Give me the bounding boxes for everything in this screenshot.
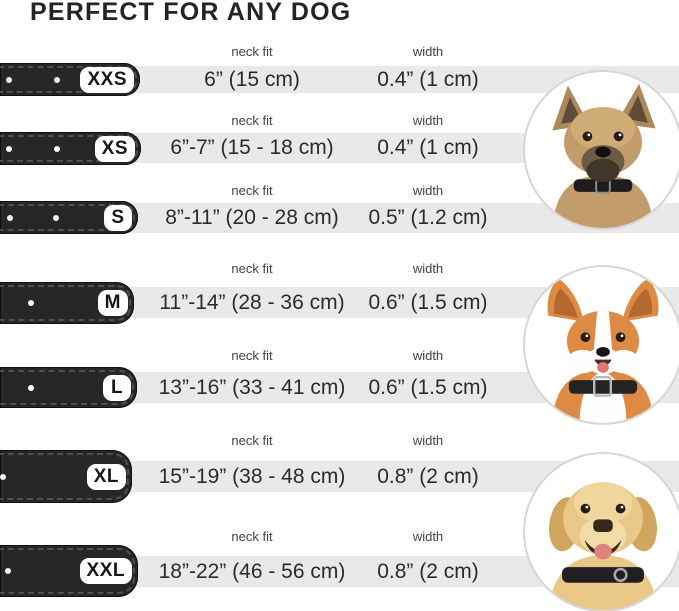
neck-fit-value: 8”-11” (20 - 28 cm) — [165, 206, 339, 229]
width-value: 0.8” (2 cm) — [377, 559, 479, 583]
collar-strap: XXS — [0, 63, 140, 96]
width-value: 0.6” (1.5 cm) — [368, 290, 488, 314]
width-value: 0.8” (2 cm) — [377, 464, 479, 488]
collar-hole — [0, 473, 6, 480]
size-badge: XXS — [80, 66, 134, 93]
collar-strap: XS — [0, 132, 141, 165]
width-column-label: width — [412, 433, 444, 448]
neck-fit-column-label: neck fit — [231, 44, 273, 59]
neck-fit-value: 15”-19” (38 - 48 cm) — [158, 464, 346, 488]
width-column-label: width — [412, 183, 444, 198]
neck-fit-value: 6” (15 cm) — [204, 67, 300, 91]
width-value: 0.4” (1 cm) — [377, 67, 479, 91]
size-badge: XXL — [79, 558, 132, 584]
width-column-label: width — [412, 261, 444, 276]
size-badge: L — [103, 374, 131, 401]
neck-fit-value: 11”-14” (28 - 36 cm) — [159, 290, 345, 314]
labrador-dog-photo — [523, 452, 679, 611]
neck-fit-column-label: neck fit — [231, 348, 273, 363]
collar-hole — [6, 76, 12, 83]
neck-fit-column-label: neck fit — [231, 433, 273, 448]
collar-hole — [6, 145, 12, 152]
size-badge: XL — [86, 463, 126, 490]
collar-strap: M — [0, 282, 134, 324]
collar-strap: XXL — [0, 545, 138, 597]
width-column-label: width — [412, 348, 444, 363]
terrier-dog-photo — [523, 70, 679, 230]
width-value: 0.5” (1.2 cm) — [368, 206, 488, 229]
neck-fit-column-label: neck fit — [231, 113, 273, 128]
size-badge: XS — [94, 135, 135, 162]
collar-strap: L — [0, 367, 137, 408]
collar-strap: S — [0, 201, 138, 234]
width-column-label: width — [412, 113, 444, 128]
width-column-label: width — [412, 529, 444, 544]
collar-hole — [53, 214, 59, 221]
size-badge: S — [104, 204, 132, 231]
neck-fit-value: 6”-7” (15 - 18 cm) — [170, 136, 334, 159]
width-column-label: width — [412, 44, 444, 59]
neck-fit-column-label: neck fit — [231, 261, 273, 276]
width-value: 0.4” (1 cm) — [377, 136, 479, 159]
collar-hole — [7, 214, 13, 221]
collar-hole — [54, 76, 60, 83]
size-badge: M — [97, 290, 128, 316]
collar-hole — [28, 384, 34, 391]
neck-fit-value: 13”-16” (33 - 41 cm) — [158, 375, 346, 399]
neck-fit-column-label: neck fit — [231, 183, 273, 198]
collar-strap: XL — [0, 450, 132, 503]
width-value: 0.6” (1.5 cm) — [368, 375, 488, 399]
page-title: PERFECT FOR ANY DOG — [30, 0, 352, 26]
collar-hole — [28, 300, 34, 306]
corgi-dog-photo — [523, 265, 679, 425]
neck-fit-value: 18”-22” (46 - 56 cm) — [158, 559, 346, 583]
neck-fit-column-label: neck fit — [231, 529, 273, 544]
collar-hole — [5, 568, 11, 574]
collar-hole — [54, 145, 60, 152]
